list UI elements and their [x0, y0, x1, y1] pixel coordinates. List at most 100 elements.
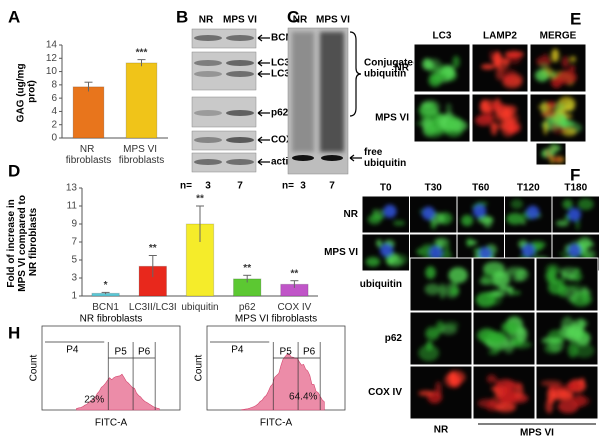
signal — [489, 50, 494, 62]
signal — [488, 350, 499, 355]
arrow — [349, 154, 362, 162]
smear — [320, 32, 344, 152]
x-axis-label: FITC-A — [260, 418, 293, 429]
signal — [543, 120, 548, 135]
signal — [426, 61, 436, 70]
gate-label: P5 — [115, 347, 128, 358]
signal — [425, 326, 440, 341]
x-tick-label: NR fibroblasts — [66, 144, 112, 166]
blot-band — [194, 71, 222, 77]
band-label: BCN1 — [271, 33, 299, 44]
signal — [445, 103, 452, 115]
micrograph — [409, 311, 473, 366]
panel-letter: D — [8, 161, 20, 180]
blot-band — [194, 60, 222, 66]
n-label: n= — [180, 181, 192, 192]
nucleus — [383, 204, 397, 218]
signal — [506, 212, 525, 225]
cell-signal — [367, 204, 406, 226]
nucleus — [379, 243, 394, 257]
gate-percent: 64.4% — [289, 392, 317, 403]
signal — [449, 286, 459, 296]
signal — [509, 290, 521, 296]
blot-strip — [191, 130, 257, 151]
nucleus — [568, 243, 582, 257]
signal — [563, 383, 575, 392]
bar — [125, 62, 158, 139]
nucleus — [478, 247, 492, 261]
y-tick-label: 6 — [51, 93, 57, 104]
signal — [564, 113, 573, 119]
cell-signal — [475, 98, 521, 137]
y-tick-label: 1 — [71, 291, 77, 302]
cell-signal — [461, 201, 494, 228]
gate-label: P6 — [303, 347, 316, 358]
signal — [498, 286, 514, 292]
signal — [424, 123, 444, 139]
significance: ** — [291, 268, 299, 279]
band-label: actin — [271, 157, 294, 168]
x-tick-label: LC3II/LC3I — [129, 302, 177, 313]
cell-signal — [481, 50, 524, 89]
signal — [512, 276, 525, 282]
y-tick-label: 3 — [71, 273, 77, 284]
signal — [577, 198, 594, 211]
panel-letter: C — [287, 7, 299, 26]
y-tick-label: 10 — [46, 66, 58, 77]
column-label: T0 — [380, 183, 392, 194]
column-label: MERGE — [540, 31, 577, 42]
lane-label: MPS VI — [316, 15, 350, 26]
signal — [467, 240, 478, 245]
group-label: NR — [434, 425, 449, 436]
band-label: LC3II — [271, 69, 296, 80]
signal — [552, 144, 561, 152]
signal — [447, 119, 468, 132]
signal — [495, 402, 516, 413]
cell-signal — [538, 96, 582, 137]
cell-signal — [477, 316, 532, 355]
cell-signal — [416, 99, 468, 139]
signal — [553, 102, 566, 113]
cell-signal — [365, 239, 408, 267]
signal — [495, 104, 509, 117]
arrow — [257, 109, 270, 117]
signal — [551, 389, 574, 401]
lane-label: NR — [199, 15, 214, 26]
blot-band — [226, 35, 254, 41]
row-label: ubiquitin — [360, 279, 402, 290]
y-tick-label: 9 — [71, 219, 77, 230]
signal — [487, 331, 508, 344]
plot-title: MPS VI fibroblasts — [235, 314, 317, 325]
gate-percent: 23% — [84, 395, 104, 406]
signal — [576, 242, 595, 248]
signal — [561, 56, 570, 68]
signal — [538, 104, 544, 110]
signal — [575, 217, 580, 231]
x-tick-label: MPS VI fibroblasts — [119, 144, 165, 166]
panel-letter: B — [176, 7, 188, 26]
signal — [419, 114, 433, 120]
group-label: MPS VI — [520, 428, 554, 439]
signal — [376, 239, 382, 248]
signal — [475, 292, 496, 308]
cell-signal — [541, 143, 565, 165]
significance: ** — [196, 194, 204, 205]
panel-letter: E — [570, 9, 581, 28]
arrow — [257, 70, 270, 78]
signal — [424, 283, 441, 296]
gate-label: P6 — [138, 347, 151, 358]
signal — [510, 199, 523, 210]
signal — [547, 280, 565, 295]
column-label: T60 — [472, 183, 490, 194]
blot-band — [194, 35, 222, 41]
signal — [501, 321, 520, 334]
nucleus — [472, 204, 487, 218]
signal — [539, 63, 549, 68]
signal — [492, 346, 503, 352]
plot-title: NR fibroblasts — [80, 314, 143, 325]
cell-signal — [541, 316, 595, 358]
column-label: T180 — [564, 183, 587, 194]
arrow — [257, 34, 270, 42]
nucleus — [567, 207, 581, 222]
signal — [418, 344, 440, 362]
